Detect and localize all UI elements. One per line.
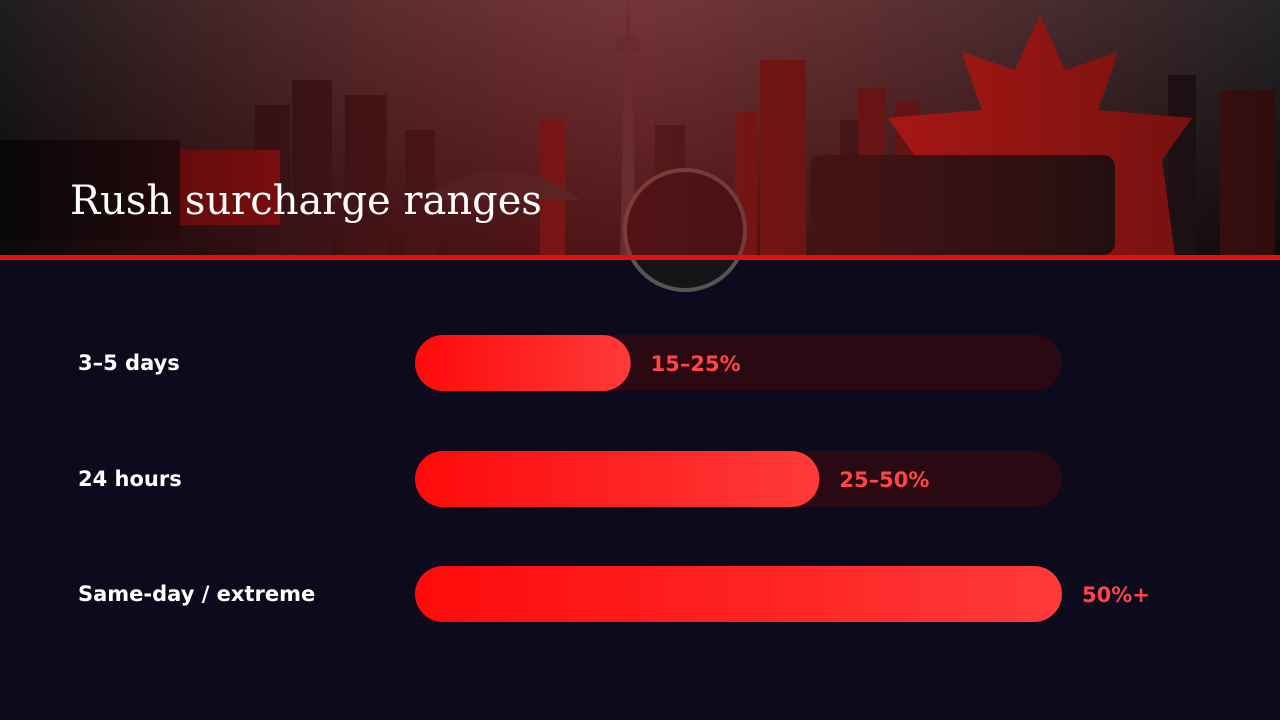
value-label: 25–50% — [839, 468, 929, 492]
banner — [0, 0, 1280, 292]
bar — [415, 566, 1062, 622]
bar — [415, 335, 631, 391]
bar — [415, 451, 820, 507]
chart-title: Rush surcharge ranges — [70, 178, 542, 224]
category-label: Same-day / extreme — [78, 582, 315, 606]
plot: 3–5 days 15–25% 24 hours 25–50% Same-day / e… — [78, 335, 1150, 622]
category-label: 3–5 days — [78, 351, 180, 375]
value-label: 50%+ — [1082, 583, 1150, 607]
category-label: 24 hours — [78, 467, 182, 491]
value-label: 15–25% — [651, 352, 741, 376]
